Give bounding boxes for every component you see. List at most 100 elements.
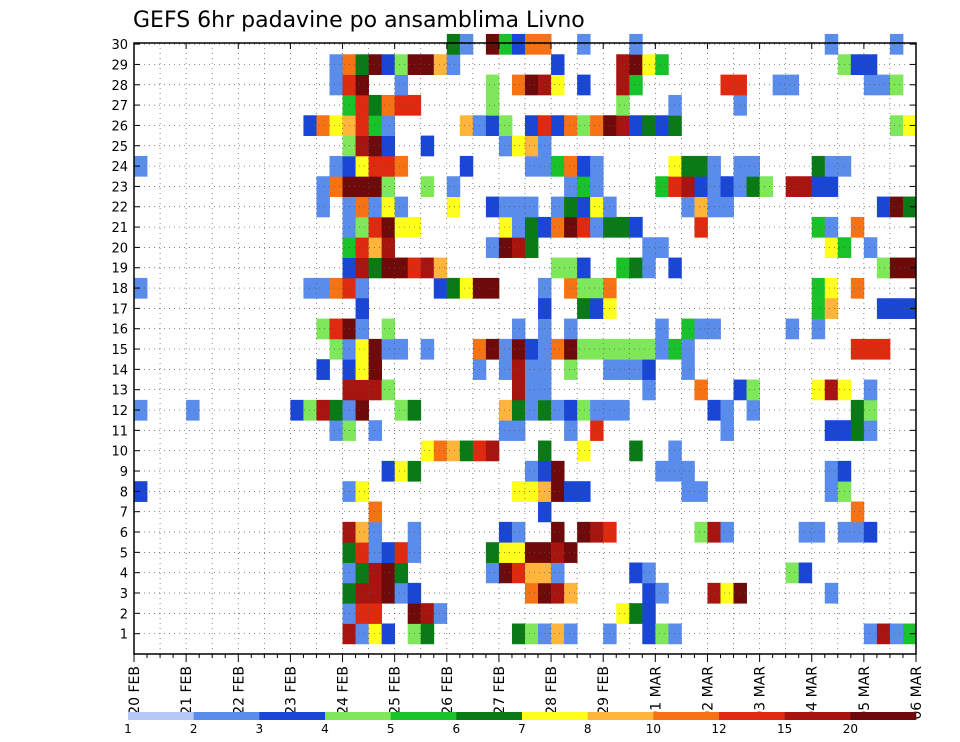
heatmap-cell <box>381 216 396 238</box>
heatmap-cell <box>655 176 669 197</box>
heatmap-cell <box>381 460 396 482</box>
heatmap-cell <box>694 379 708 401</box>
heatmap-cell <box>329 420 343 441</box>
y-tick-label: 17 <box>111 302 128 317</box>
y-tick-label: 22 <box>111 201 128 216</box>
heatmap-cell <box>733 155 747 177</box>
heatmap-cell <box>668 257 682 279</box>
heatmap-cell <box>394 542 409 563</box>
heatmap-cell <box>889 115 904 136</box>
heatmap-cell <box>394 216 409 238</box>
heatmap-cell <box>811 379 826 401</box>
heatmap-cell <box>525 623 539 645</box>
heatmap-cell <box>186 399 200 421</box>
heatmap-cell <box>759 176 774 197</box>
heatmap-cell <box>525 338 539 360</box>
heatmap-cell <box>511 359 526 380</box>
heatmap-cell <box>525 237 539 258</box>
heatmap-cell <box>316 318 330 340</box>
heatmap-cell <box>551 582 565 604</box>
heatmap-cell <box>577 115 591 136</box>
heatmap-cell <box>485 33 500 55</box>
heatmap-cell <box>525 562 539 584</box>
heatmap-cell <box>446 54 461 75</box>
heatmap-cell <box>368 603 383 624</box>
heatmap-cell <box>525 542 539 563</box>
heatmap-cell <box>668 623 682 645</box>
heatmap-cell <box>355 115 369 136</box>
heatmap-cell <box>498 196 513 218</box>
colorbar-label: 12 <box>711 722 726 736</box>
heatmap-cell <box>564 277 578 299</box>
heatmap-cell <box>511 399 526 421</box>
heatmap-cell <box>368 257 383 279</box>
heatmap-cell <box>381 338 396 360</box>
heatmap-cell <box>355 379 369 401</box>
heatmap-cell <box>485 74 500 96</box>
heatmap-cell <box>381 257 396 279</box>
heatmap-cell <box>694 521 708 543</box>
heatmap-cell <box>616 216 630 238</box>
heatmap-cell <box>824 237 839 258</box>
colorbar-label: 10 <box>646 722 661 736</box>
heatmap-cell <box>498 135 513 157</box>
x-tick-label: 29 FEB <box>596 666 612 715</box>
heatmap-cell <box>420 176 435 197</box>
heatmap-cell <box>694 216 708 238</box>
heatmap-cell <box>446 33 461 55</box>
heatmap-cell <box>498 237 513 258</box>
heatmap-cell <box>668 440 682 462</box>
heatmap-cell <box>525 115 539 136</box>
heatmap-cell <box>733 176 747 197</box>
heatmap-cell <box>420 440 435 462</box>
heatmap-cell <box>876 623 891 645</box>
heatmap-cell <box>590 277 604 299</box>
heatmap-cell <box>590 298 604 319</box>
heatmap-cell <box>850 338 865 360</box>
heatmap-cell <box>551 481 565 502</box>
y-tick-label: 18 <box>111 282 128 297</box>
y-tick-label: 21 <box>111 221 128 236</box>
heatmap-cell <box>564 338 578 360</box>
heatmap-cell <box>355 399 369 421</box>
heatmap-cell <box>511 135 526 157</box>
heatmap-cell <box>863 54 878 75</box>
heatmap-cell <box>355 521 369 543</box>
heatmap-cell <box>459 155 474 177</box>
colorbar-label: 1 <box>124 722 132 736</box>
heatmap-cell <box>564 582 578 604</box>
heatmap-cell <box>577 176 591 197</box>
y-tick-label: 7 <box>120 506 128 521</box>
colorbar-swatch <box>128 712 194 720</box>
heatmap-cell <box>420 623 435 645</box>
heatmap-cell <box>564 318 578 340</box>
heatmap-cell <box>420 54 435 75</box>
heatmap-cell <box>381 318 396 340</box>
heatmap-cell <box>355 623 369 645</box>
heatmap-cell <box>511 237 526 258</box>
heatmap-cell <box>850 420 865 441</box>
heatmap-cell <box>525 399 539 421</box>
heatmap-cell <box>511 623 526 645</box>
y-tick-label: 10 <box>111 445 128 460</box>
heatmap-cell <box>720 399 734 421</box>
colorbar-label: 2 <box>190 722 198 736</box>
heatmap-cell <box>525 33 539 55</box>
heatmap-cell <box>511 420 526 441</box>
heatmap-cell <box>329 277 343 299</box>
heatmap-cell <box>134 277 148 299</box>
y-tick-label: 26 <box>111 119 128 134</box>
heatmap-cell <box>850 54 865 75</box>
heatmap-cell <box>394 582 409 604</box>
heatmap-cell <box>355 74 369 96</box>
heatmap-cell <box>577 521 591 543</box>
heatmap-cell <box>629 359 643 380</box>
heatmap-cell <box>355 54 369 75</box>
heatmap-cell <box>577 257 591 279</box>
heatmap-cell <box>863 338 878 360</box>
heatmap-cell <box>525 135 539 157</box>
heatmap-cell <box>564 359 578 380</box>
heatmap-cell <box>798 521 813 543</box>
heatmap-cell <box>694 196 708 218</box>
